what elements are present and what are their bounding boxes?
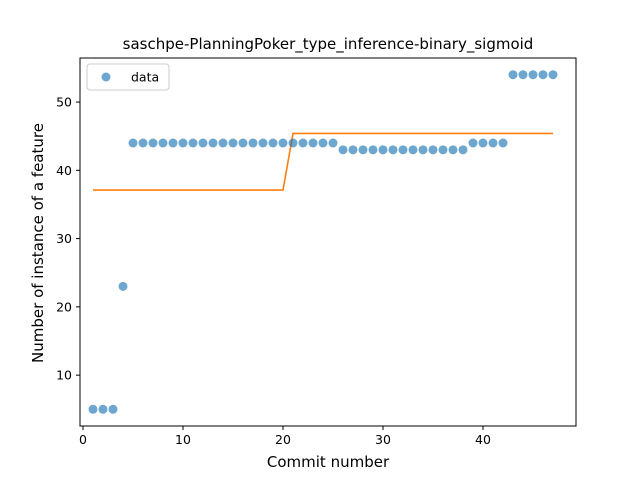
data-point: [448, 145, 458, 155]
data-point: [248, 138, 258, 148]
data-point: [368, 145, 378, 155]
y-tick-label: 40: [56, 163, 72, 178]
x-axis-title: Commit number: [267, 453, 390, 471]
data-point: [328, 138, 338, 148]
data-point: [118, 281, 128, 291]
data-point: [178, 138, 188, 148]
data-point: [488, 138, 498, 148]
data-point: [98, 404, 108, 414]
data-point: [188, 138, 198, 148]
data-point: [538, 70, 548, 80]
legend-label-data: data: [131, 70, 159, 85]
data-point: [398, 145, 408, 155]
data-point: [418, 145, 428, 155]
x-tick-label: 10: [175, 432, 191, 447]
legend: data: [86, 63, 170, 91]
data-point: [288, 138, 298, 148]
data-point: [308, 138, 318, 148]
data-point: [478, 138, 488, 148]
data-point: [88, 404, 98, 414]
y-tick-label: 30: [56, 231, 72, 246]
data-point: [258, 138, 268, 148]
x-tick-label: 40: [475, 432, 491, 447]
data-point: [378, 145, 388, 155]
data-point: [238, 138, 248, 148]
y-tick-label: 50: [56, 95, 72, 110]
data-point: [218, 138, 228, 148]
y-tick-label: 10: [56, 368, 72, 383]
y-tick-label: 20: [56, 299, 72, 314]
data-point: [508, 70, 518, 80]
x-tick-label: 30: [375, 432, 391, 447]
data-point: [518, 70, 528, 80]
data-point: [168, 138, 178, 148]
data-point: [228, 138, 238, 148]
data-point: [318, 138, 328, 148]
data-point: [298, 138, 308, 148]
data-point: [358, 145, 368, 155]
data-point: [208, 138, 218, 148]
data-point: [498, 138, 508, 148]
data-point: [458, 145, 468, 155]
axes-frame: [79, 57, 577, 427]
data-point: [198, 138, 208, 148]
fit-line: [93, 132, 553, 191]
data-point: [268, 138, 278, 148]
y-axis-title: Number of instance of a feature: [29, 123, 47, 363]
data-point: [158, 138, 168, 148]
data-point: [138, 138, 148, 148]
data-point: [348, 145, 358, 155]
data-point: [148, 138, 158, 148]
legend-marker-data: [101, 72, 111, 82]
x-tick-label: 0: [79, 432, 87, 447]
data-point: [528, 70, 538, 80]
data-point: [548, 70, 558, 80]
data-point: [428, 145, 438, 155]
data-point: [338, 145, 348, 155]
data-point: [128, 138, 138, 148]
x-tick-label: 20: [275, 432, 291, 447]
chart-title: saschpe-PlanningPoker_type_inference-bin…: [123, 35, 534, 54]
data-point: [388, 145, 398, 155]
data-point: [438, 145, 448, 155]
data-point: [408, 145, 418, 155]
legend-frame: [86, 63, 170, 91]
data-point: [108, 404, 118, 414]
data-point: [468, 138, 478, 148]
data-point: [278, 138, 288, 148]
